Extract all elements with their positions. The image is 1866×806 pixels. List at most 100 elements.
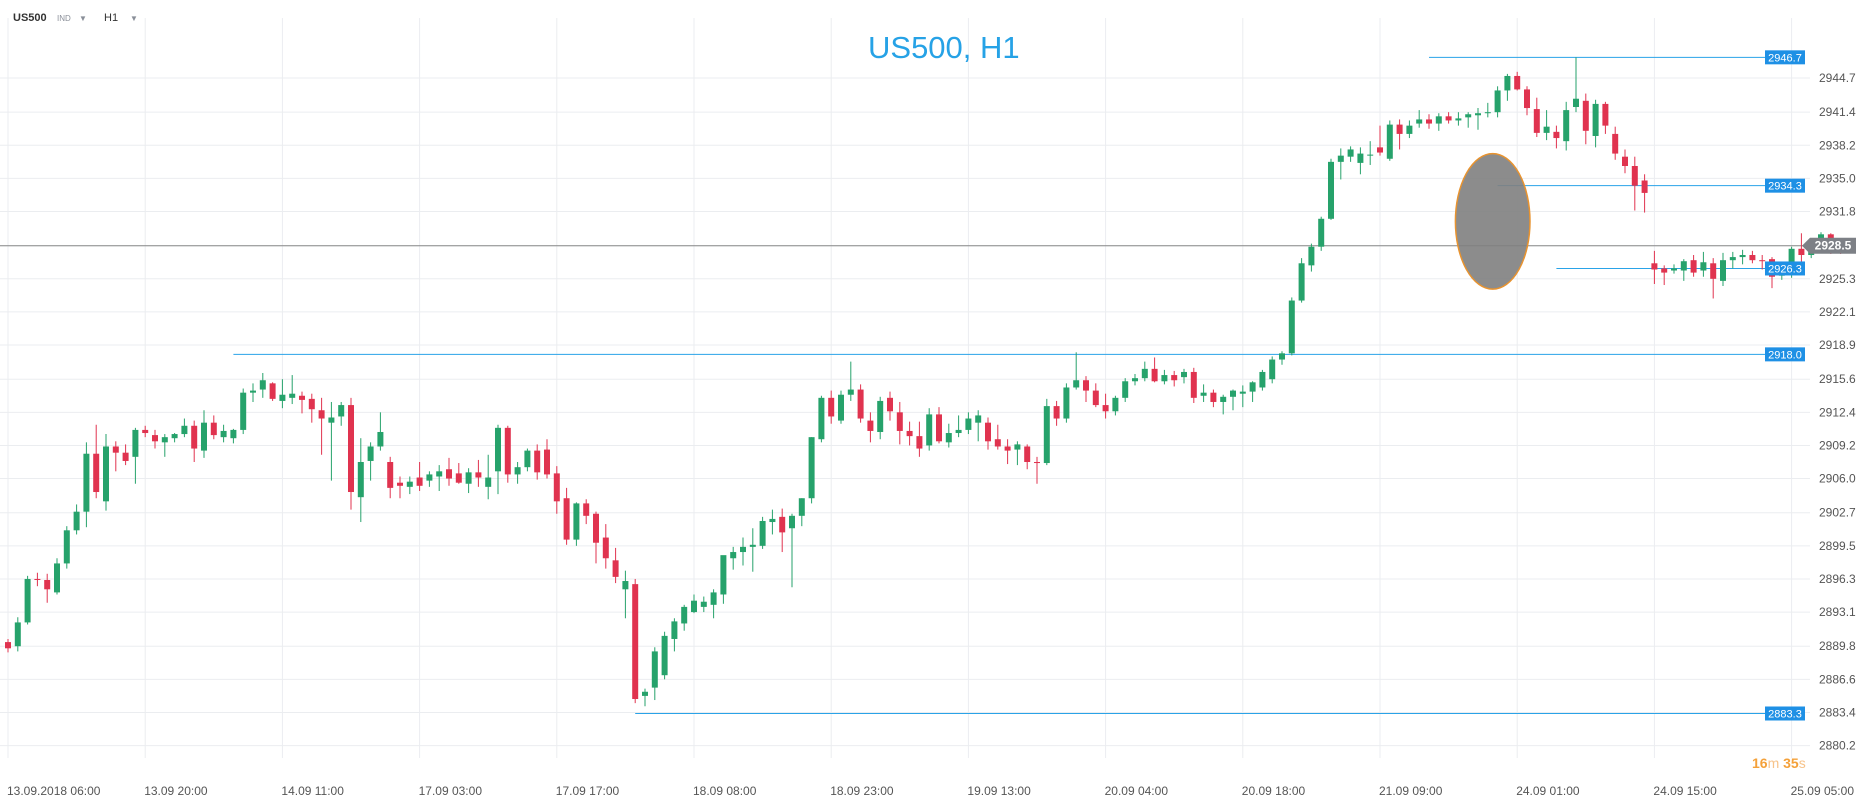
candle-body — [1592, 103, 1599, 136]
candle-body — [1729, 257, 1736, 261]
candle-body — [201, 422, 207, 451]
candle-body — [397, 482, 403, 486]
candle-body — [661, 635, 668, 676]
candle-body — [1680, 261, 1687, 271]
candle-body — [1710, 263, 1717, 279]
candle-body — [612, 560, 619, 577]
candle-body — [1181, 371, 1187, 378]
candle-body — [83, 453, 90, 512]
candle-body — [475, 472, 482, 478]
candle-body — [1230, 390, 1236, 397]
candle-body — [534, 450, 541, 473]
y-tick-label: 2941.4 — [1819, 105, 1856, 119]
level-tag-label: 2918.0 — [1768, 349, 1802, 361]
candle-body — [955, 429, 962, 434]
candle-countdown-timer: 16m 35s — [1752, 755, 1806, 771]
candle-body — [524, 450, 531, 468]
candle-body — [485, 477, 492, 487]
level-tag — [1765, 347, 1805, 362]
candle-body — [1308, 246, 1315, 266]
candle-body — [818, 397, 825, 440]
candle-body — [1465, 114, 1472, 118]
candle-body — [338, 405, 345, 417]
candle-body — [622, 581, 629, 590]
y-tick-label: 2922.1 — [1819, 305, 1856, 319]
candle-body — [877, 400, 884, 432]
candle-body — [838, 394, 844, 421]
y-tick-label: 2899.5 — [1819, 539, 1856, 553]
candle-body — [828, 397, 835, 417]
candle-body — [906, 430, 913, 437]
candle-body — [1171, 375, 1178, 381]
candle-body — [1004, 446, 1011, 451]
candle-body — [63, 530, 70, 564]
candle-body — [593, 513, 599, 543]
y-tick-label: 2880.2 — [1819, 739, 1856, 753]
candle-body — [1132, 378, 1138, 382]
candle-body — [142, 429, 149, 434]
candle-body — [495, 427, 501, 472]
candle-body — [1161, 375, 1168, 382]
candle-body — [544, 449, 550, 475]
candle-body — [1700, 262, 1707, 271]
candle-body — [289, 393, 296, 398]
candle-body — [1416, 119, 1423, 124]
candle-body — [945, 433, 952, 443]
candle-body — [44, 579, 51, 590]
y-tick-label: 2889.8 — [1819, 639, 1856, 653]
y-tick-label: 2912.4 — [1819, 405, 1856, 419]
y-tick-label: 2896.3 — [1819, 572, 1856, 586]
candle-body — [1475, 113, 1481, 116]
candle-body — [1337, 155, 1344, 162]
candle-body — [357, 462, 364, 498]
candle-body — [553, 473, 560, 502]
candle-body — [1347, 149, 1354, 157]
candle-body — [387, 462, 394, 488]
candle-body — [416, 477, 423, 486]
candle-body — [436, 471, 443, 477]
x-tick-label: 18.09 23:00 — [830, 784, 894, 798]
candle-body — [1210, 392, 1217, 402]
candle-body — [1043, 406, 1050, 464]
candle-body — [1504, 75, 1511, 91]
timeframe-chevron-down-icon[interactable]: ▼ — [130, 14, 138, 23]
x-tick-label: 14.09 11:00 — [281, 784, 344, 798]
candle-body — [122, 452, 129, 461]
candle-body — [504, 427, 511, 475]
candle-body — [798, 498, 805, 516]
candle-body — [857, 389, 864, 419]
symbol-label[interactable]: US500 — [13, 12, 47, 24]
candle-body — [1533, 109, 1540, 133]
level-tag — [1765, 706, 1805, 721]
chart-title: US500, H1 — [868, 30, 1020, 65]
y-axis: 2880.2 2883.4 2886.6 2889.8 2893.1 2896.3 2899… — [1819, 71, 1856, 753]
timeframe-label[interactable]: H1 — [104, 12, 119, 24]
candle-body — [1024, 446, 1031, 462]
candle-body — [710, 592, 717, 605]
candle-body — [269, 383, 276, 399]
candle-body — [132, 429, 139, 457]
highlight-ellipse[interactable] — [1454, 152, 1531, 290]
candle-body — [1720, 260, 1726, 281]
candle-body — [887, 397, 893, 412]
current-price-label: 2928.5 — [1815, 239, 1852, 253]
x-tick-label: 20.09 04:00 — [1105, 784, 1169, 798]
level-price-tags: 2946.7 2934.3 2926.3 2918.0 2883.3 — [1765, 50, 1805, 721]
candle-body — [152, 435, 158, 442]
candle-body — [1190, 371, 1197, 398]
candle-body — [1514, 75, 1521, 90]
candle-body — [1112, 397, 1119, 412]
candle-body — [1563, 110, 1570, 142]
candle-body — [681, 606, 688, 624]
candle-body — [446, 469, 452, 479]
candle-body — [1298, 263, 1305, 301]
candle-body — [34, 578, 41, 580]
level-tag-label: 2883.3 — [1768, 708, 1802, 720]
candle-body — [250, 390, 256, 393]
symbol-chevron-down-icon[interactable]: ▼ — [79, 14, 87, 23]
candle-body — [1759, 260, 1766, 262]
instrument-class-label: IND — [57, 14, 71, 23]
candle-body — [426, 474, 433, 481]
candle-body — [602, 537, 609, 559]
